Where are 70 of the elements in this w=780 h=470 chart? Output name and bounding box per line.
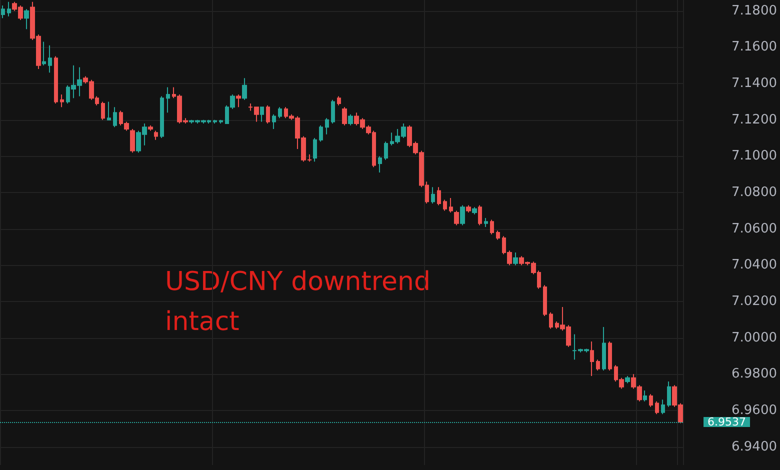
candlestick (319, 124, 323, 142)
candlestick (543, 284, 547, 317)
candlestick (242, 78, 247, 100)
candlestick (454, 210, 459, 226)
candlestick (655, 400, 659, 415)
candlestick (313, 138, 317, 162)
candlestick (260, 106, 264, 122)
candlestick (24, 8, 29, 30)
candlestick (278, 106, 282, 119)
candlestick (478, 204, 482, 226)
candlestick (602, 326, 606, 372)
candlestick (130, 128, 135, 154)
candlestick (337, 96, 341, 106)
candlestick (513, 252, 518, 266)
y-tick-label: 7.1400 (732, 76, 778, 92)
candlestick (466, 204, 471, 214)
candlestick (384, 141, 388, 160)
candlestick (472, 206, 477, 215)
candlestick (60, 94, 64, 108)
candlestick (661, 399, 665, 415)
candlestick (449, 197, 453, 214)
candlestick (272, 114, 276, 130)
candlestick (331, 99, 335, 124)
candlestick (1, 4, 5, 19)
candlestick (160, 96, 164, 139)
candlestick (54, 56, 58, 104)
candlestick (325, 118, 329, 135)
candlestick (431, 186, 435, 204)
candlestick (437, 186, 441, 206)
candlestick (490, 219, 494, 235)
annotation: USD/CNY downtrend intact (165, 267, 439, 337)
candlestick (166, 86, 170, 114)
candlestick (42, 41, 46, 66)
candlestick (549, 312, 553, 330)
candlestick (219, 119, 223, 124)
candlestick (148, 124, 153, 132)
candlestick (496, 230, 500, 240)
candlestick (649, 394, 653, 408)
y-tick-label: 7.0600 (732, 221, 778, 236)
candlestick (625, 375, 630, 384)
candlestick (48, 44, 52, 74)
candlestick (236, 94, 241, 108)
candlestick (643, 390, 647, 402)
y-tick-label: 7.0000 (732, 330, 778, 346)
candlestick (378, 156, 382, 174)
candlestick (113, 106, 117, 128)
candlestick (667, 380, 671, 408)
candlestick (596, 359, 600, 372)
candlestick (443, 199, 447, 212)
candlestick (590, 340, 594, 376)
candlestick (154, 130, 158, 140)
candlestick (608, 340, 612, 372)
candlestick (266, 104, 270, 124)
candlestick (7, 1, 11, 17)
candlestick (484, 217, 488, 228)
candlestick (460, 204, 465, 226)
y-tick-label: 7.1200 (732, 112, 778, 128)
y-tick-label: 7.0400 (732, 258, 778, 273)
candlestick (348, 114, 353, 126)
y-tick-label: 7.1600 (732, 40, 778, 55)
candlestick (107, 101, 111, 120)
y-tick-label: 7.0800 (732, 185, 778, 200)
y-tick-label: 6.9400 (732, 439, 778, 454)
y-tick-label: 7.0200 (732, 294, 778, 310)
y-tick-label: 7.1800 (732, 3, 778, 18)
candlestick (213, 119, 217, 124)
candlestick (342, 106, 347, 126)
y-tick-label: 7.1000 (732, 148, 778, 164)
y-tick-label: 6.9800 (732, 366, 778, 382)
candlestick (101, 101, 105, 120)
